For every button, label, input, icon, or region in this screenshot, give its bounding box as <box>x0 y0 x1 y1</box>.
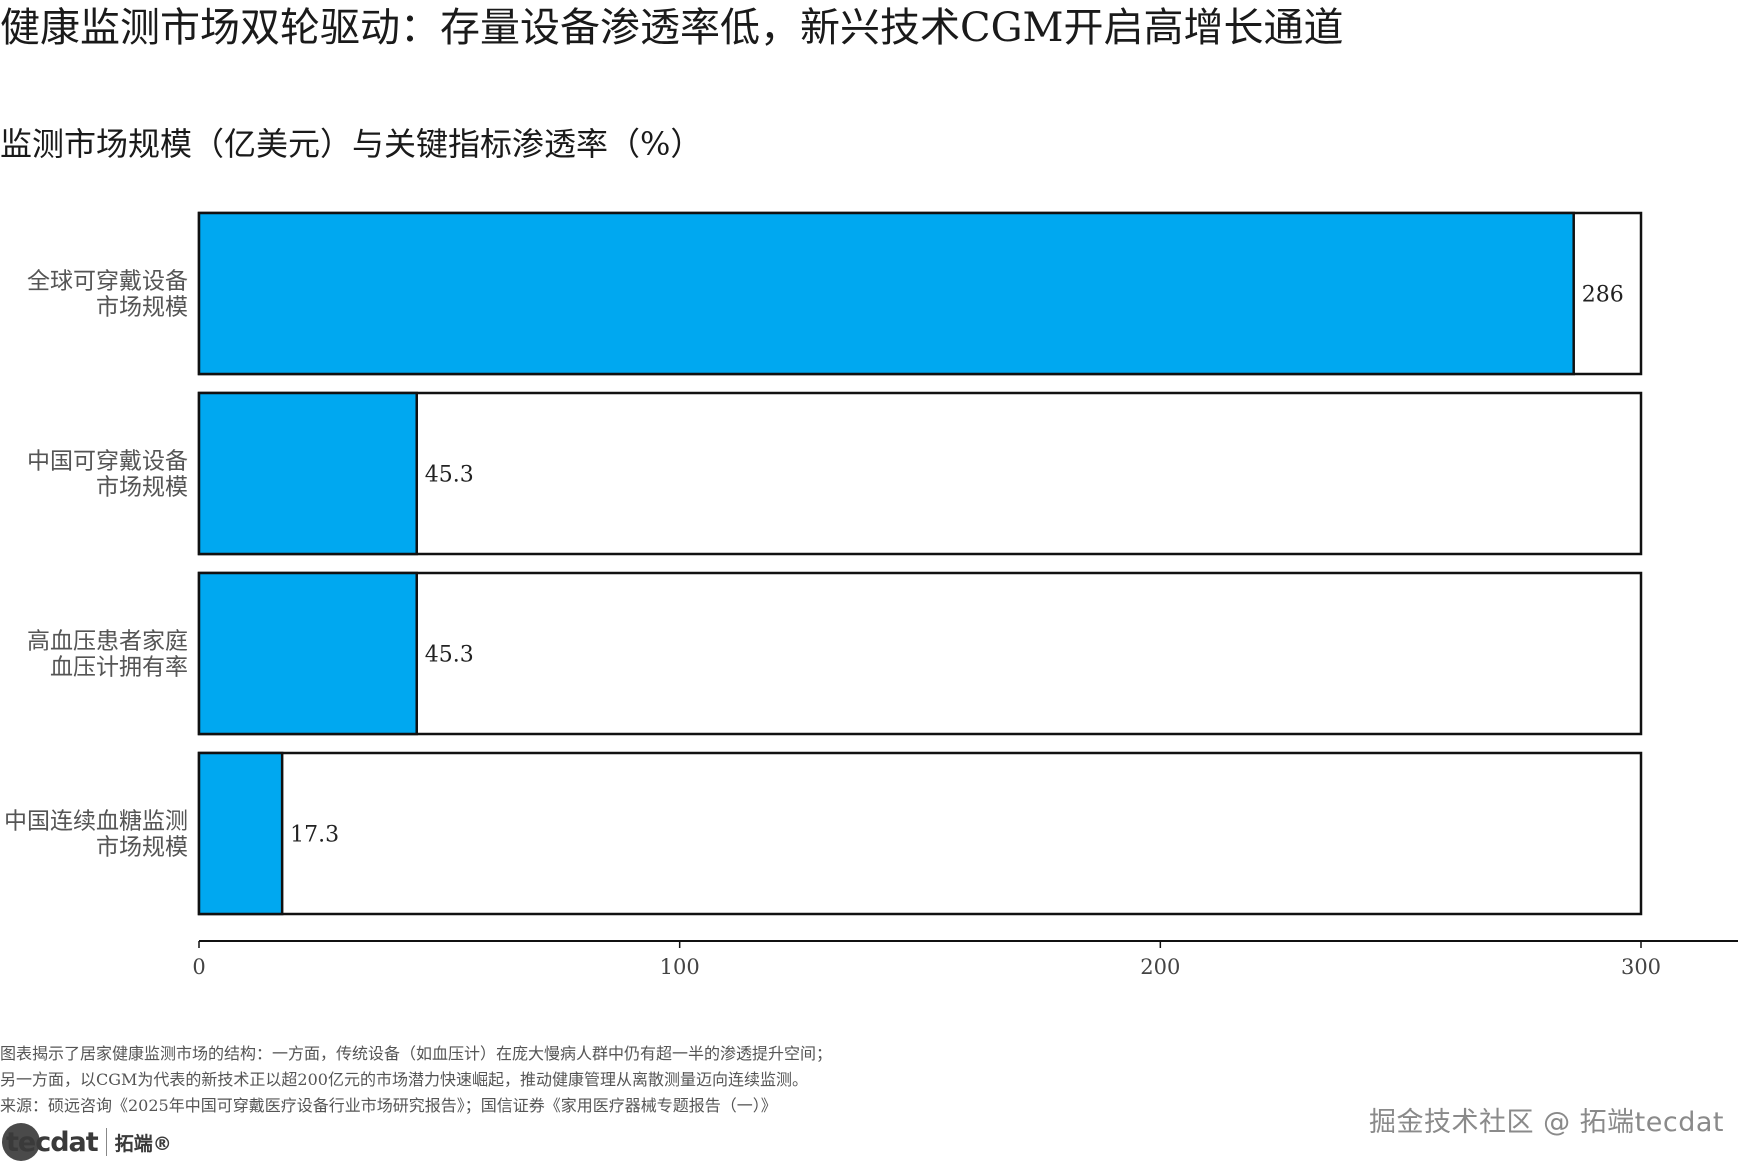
bars-layer: 286全球可穿戴设备市场规模45.3中国可穿戴设备市场规模45.3高血压患者家庭… <box>4 211 1643 916</box>
category-label: 血压计拥有率 <box>50 655 188 681</box>
footnote-line-2: 另一方面，以CGM为代表的新技术正以超200亿元的市场潜力快速崛起，推动健康管理… <box>0 1070 808 1089</box>
x-tick-label: 300 <box>1621 955 1661 979</box>
bar-track <box>197 391 1643 556</box>
bar-track <box>197 751 1643 916</box>
logo-divider <box>105 1128 107 1156</box>
category-label: 中国连续血糖监测 <box>4 809 188 835</box>
page-title: 健康监测市场双轮驱动：存量设备渗透率低，新兴技术CGM开启高增长通道 <box>0 5 1344 51</box>
category-label: 全球可穿戴设备 <box>27 269 188 295</box>
category-label: 市场规模 <box>96 295 188 321</box>
watermark: 掘金技术社区 @ 拓端tecdat <box>1369 1107 1724 1138</box>
data-label: 17.3 <box>290 823 339 848</box>
data-label: 45.3 <box>425 463 474 488</box>
data-label: 45.3 <box>425 643 474 668</box>
category-label: 市场规模 <box>96 835 188 861</box>
data-label: 286 <box>1582 283 1624 308</box>
logo-text: tecdat <box>6 1126 99 1158</box>
bar-track <box>197 571 1643 736</box>
bar <box>197 571 418 736</box>
logo-cn-text: 拓端® <box>114 1132 172 1155</box>
brand-logo: tecdat 拓端® <box>2 1122 172 1162</box>
category-label: 市场规模 <box>96 475 188 501</box>
x-tick-label: 100 <box>660 955 700 979</box>
x-tick-label: 0 <box>192 955 205 979</box>
x-tick-label: 200 <box>1140 955 1180 979</box>
footnote-source: 来源：硕远咨询《2025年中国可穿戴医疗设备行业市场研究报告》；国信证券《家用医… <box>0 1096 777 1115</box>
category-label: 高血压患者家庭 <box>27 629 188 655</box>
x-axis: 0 100 200 300 <box>192 940 1738 979</box>
bar <box>197 391 418 556</box>
footnote-line-1: 图表揭示了居家健康监测市场的结构：一方面，传统设备（如血压计）在庞大慢病人群中仍… <box>0 1044 833 1063</box>
bar <box>197 751 284 916</box>
logo-circle-icon <box>2 1123 40 1161</box>
chart-subtitle: 监测市场规模（亿美元）与关键指标渗透率（%） <box>0 125 703 163</box>
category-label: 中国可穿戴设备 <box>27 449 188 475</box>
bar <box>197 211 1575 376</box>
